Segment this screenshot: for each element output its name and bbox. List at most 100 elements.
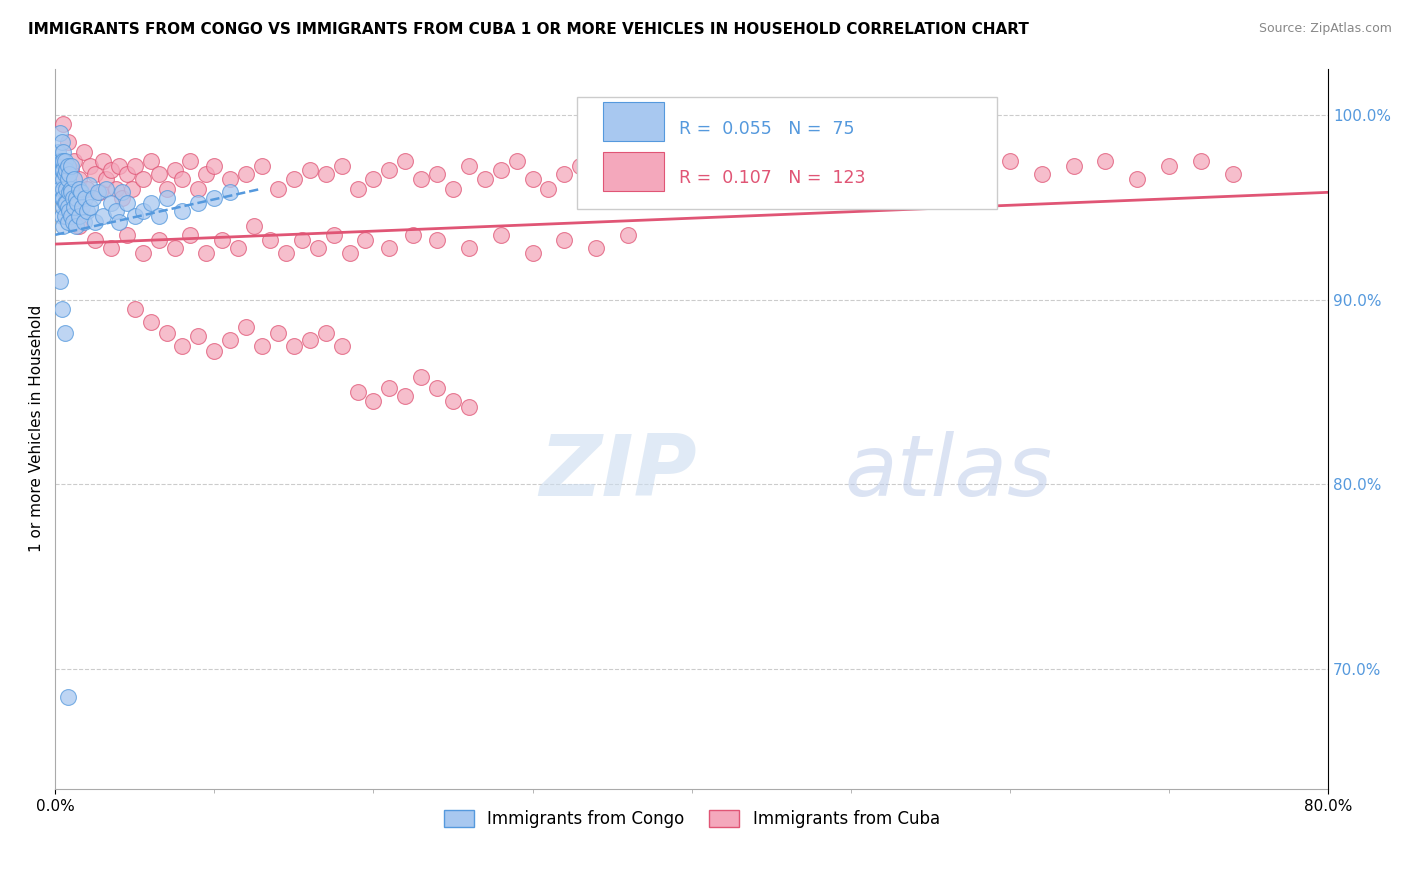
Point	[617, 227, 640, 242]
Point	[51, 163, 73, 178]
Point	[259, 233, 281, 247]
Point	[163, 163, 186, 178]
Point	[322, 227, 344, 242]
Point	[124, 210, 146, 224]
Point	[148, 233, 170, 247]
FancyBboxPatch shape	[576, 97, 997, 209]
Point	[187, 329, 209, 343]
Text: R =  0.107   N =  123: R = 0.107 N = 123	[679, 169, 866, 187]
Point	[474, 172, 496, 186]
Point	[267, 326, 290, 340]
Point	[489, 163, 512, 178]
Bar	[603, 152, 664, 191]
Point	[148, 210, 170, 224]
Point	[73, 145, 96, 159]
Point	[553, 233, 575, 247]
Point	[51, 153, 73, 168]
Text: atlas: atlas	[845, 431, 1053, 514]
Point	[250, 160, 273, 174]
Point	[53, 326, 76, 340]
Point	[155, 181, 177, 195]
Point	[267, 181, 290, 195]
Bar	[603, 102, 664, 141]
Point	[53, 196, 76, 211]
Point	[63, 200, 86, 214]
Point	[53, 153, 76, 168]
Point	[63, 172, 86, 186]
Point	[1157, 160, 1180, 174]
Point	[354, 233, 377, 247]
Point	[505, 153, 527, 168]
Point	[457, 160, 479, 174]
Point	[84, 215, 107, 229]
Point	[411, 370, 433, 384]
Point	[56, 690, 79, 704]
Point	[124, 160, 146, 174]
Point	[91, 153, 114, 168]
Point	[585, 241, 607, 255]
Point	[56, 172, 79, 186]
Point	[60, 186, 83, 200]
Point	[681, 153, 703, 168]
Point	[967, 160, 990, 174]
Point	[48, 172, 70, 186]
Point	[94, 172, 117, 186]
Point	[219, 186, 242, 200]
Point	[274, 246, 297, 260]
Point	[226, 241, 249, 255]
Point	[73, 215, 96, 229]
Point	[60, 181, 83, 195]
Point	[537, 181, 560, 195]
Point	[55, 163, 77, 178]
Point	[776, 160, 799, 174]
Point	[82, 191, 104, 205]
Point	[1094, 153, 1116, 168]
Point	[172, 339, 194, 353]
Point	[330, 339, 353, 353]
Point	[75, 191, 97, 205]
Point	[131, 172, 153, 186]
Point	[903, 153, 925, 168]
Point	[76, 181, 98, 195]
Point	[569, 160, 592, 174]
Point	[155, 326, 177, 340]
Point	[441, 181, 464, 195]
Point	[52, 163, 75, 178]
Point	[187, 181, 209, 195]
Text: IMMIGRANTS FROM CONGO VS IMMIGRANTS FROM CUBA 1 OR MORE VEHICLES IN HOUSEHOLD CO: IMMIGRANTS FROM CONGO VS IMMIGRANTS FROM…	[28, 22, 1029, 37]
Point	[65, 219, 87, 233]
Point	[91, 210, 114, 224]
Point	[77, 178, 100, 192]
Point	[51, 136, 73, 150]
Point	[52, 153, 75, 168]
Point	[79, 200, 101, 214]
Point	[55, 181, 77, 195]
Point	[283, 339, 305, 353]
Point	[219, 172, 242, 186]
Point	[58, 203, 80, 218]
Point	[63, 153, 86, 168]
Point	[394, 389, 416, 403]
Point	[489, 227, 512, 242]
Point	[426, 233, 449, 247]
Point	[52, 172, 75, 186]
Point	[67, 210, 90, 224]
Point	[839, 167, 862, 181]
Point	[195, 167, 218, 181]
Point	[339, 246, 361, 260]
Point	[55, 196, 77, 211]
Point	[62, 215, 84, 229]
Point	[155, 191, 177, 205]
Point	[53, 167, 76, 181]
Point	[298, 333, 321, 347]
Point	[60, 210, 83, 224]
Point	[648, 160, 671, 174]
Point	[100, 163, 122, 178]
Point	[67, 219, 90, 233]
Point	[713, 172, 735, 186]
Point	[219, 333, 242, 347]
Point	[60, 160, 83, 174]
Point	[179, 227, 201, 242]
Point	[807, 153, 830, 168]
Point	[52, 219, 75, 233]
